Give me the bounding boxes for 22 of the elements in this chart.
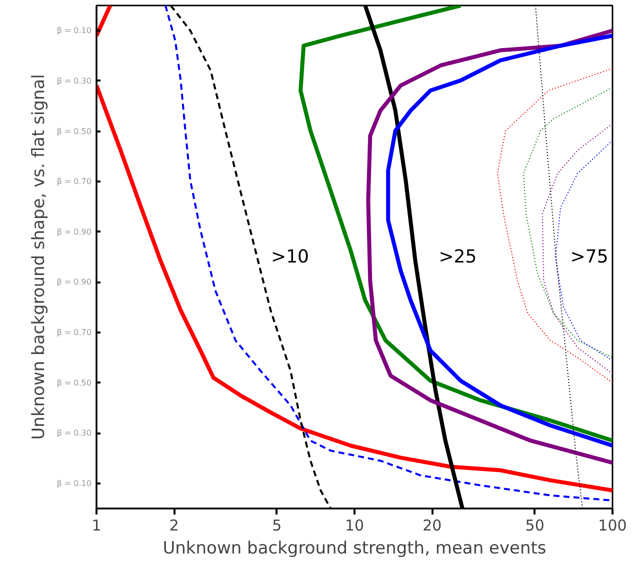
x-tick-label: 10 xyxy=(344,516,364,534)
text: β = 0.10 xyxy=(56,478,92,488)
text: β = 0.70 xyxy=(56,177,92,186)
annotation: >75 xyxy=(570,246,608,268)
x-tick-label: 20 xyxy=(422,516,442,534)
x-tick-label: 1 xyxy=(92,516,102,534)
x-axis-title: Unknown background strength, mean events xyxy=(162,538,546,558)
x-tick-label: 5 xyxy=(272,516,282,534)
text: β = 0.70 xyxy=(56,328,92,337)
x-tick-label: 100 xyxy=(598,516,627,534)
x-tick-label: 2 xyxy=(169,516,179,534)
text: β = 0.50 xyxy=(56,378,92,388)
text: β = 0.30 xyxy=(56,428,92,438)
annotation: >25 xyxy=(438,246,477,268)
text: β = 0.90 xyxy=(56,227,92,236)
y-axis-title: Unknown background shape, vs. flat signal xyxy=(28,74,49,440)
x-tick-label: 50 xyxy=(525,516,544,534)
text: β = 0.50 xyxy=(56,126,92,136)
text: β = 0.90 xyxy=(56,278,92,287)
annotation: >10 xyxy=(271,246,310,268)
text: β = 0.30 xyxy=(56,76,92,86)
text: β = 0.10 xyxy=(56,26,92,36)
